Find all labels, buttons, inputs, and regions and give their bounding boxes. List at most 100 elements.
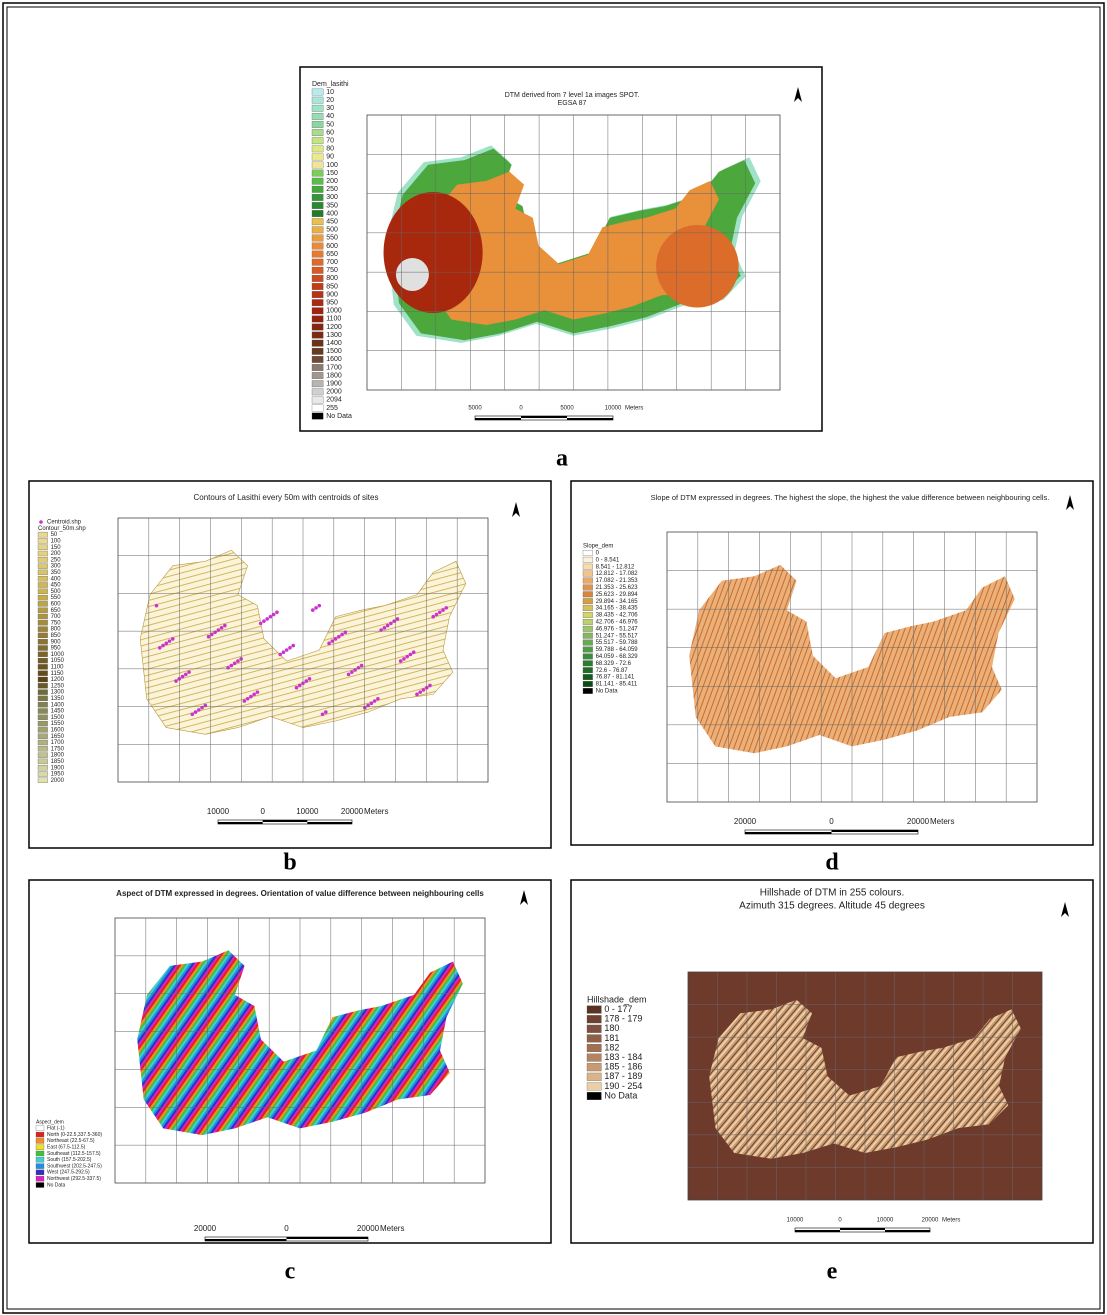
site-centroid (256, 690, 260, 694)
legend-label: 178 - 179 (604, 1014, 642, 1024)
legend-swatch (312, 121, 323, 127)
legend-swatch (312, 413, 323, 419)
legend-swatch (312, 113, 323, 119)
legend-label: 1600 (326, 356, 342, 363)
site-centroid (415, 693, 419, 697)
legend-label: 17.082 - 21.353 (596, 578, 639, 584)
legend-label: 200 (51, 551, 62, 557)
legend-swatch (38, 551, 48, 556)
scale-label: 20000 (907, 817, 930, 826)
legend-label: 1650 (51, 734, 65, 740)
legend-label: 2000 (326, 389, 342, 396)
site-centroid (177, 677, 181, 681)
legend-label: 190 - 254 (604, 1081, 642, 1091)
site-centroid (389, 622, 393, 626)
scale-label: 20000 (922, 1218, 939, 1224)
figure: DTM derived from 7 level 1a images SPOT.… (0, 0, 1107, 1315)
site-centroid (282, 650, 286, 654)
legend-label: 1950 (51, 772, 65, 778)
legend-swatch (312, 218, 323, 224)
site-centroid (396, 617, 400, 621)
legend-label: 68.329 - 72.6 (596, 661, 632, 667)
scale-segment (287, 1237, 369, 1239)
legend-swatch (312, 259, 323, 265)
legend-swatch (312, 251, 323, 257)
legend-label: 1200 (326, 324, 342, 331)
legend-label: 650 (326, 251, 338, 258)
legend-swatch (587, 1025, 601, 1033)
scale-unit: Meters (942, 1218, 960, 1224)
legend-label: 500 (51, 589, 62, 595)
scale-label: 5000 (468, 406, 482, 412)
legend-label: 1250 (51, 683, 65, 689)
legend-label: 50 (326, 121, 334, 128)
legend-swatch (312, 364, 323, 370)
panel-label: e (827, 1259, 838, 1285)
legend-label: 400 (326, 210, 338, 217)
legend-swatch (38, 595, 48, 600)
legend-label: 550 (51, 595, 62, 601)
legend-label: 1400 (51, 702, 65, 708)
site-centroid (181, 675, 185, 679)
scale-unit: Meters (364, 807, 388, 816)
legend-swatch (583, 633, 593, 639)
legend-swatch (36, 1164, 44, 1169)
legend-label: 2094 (326, 397, 342, 404)
panel-label: a (556, 446, 568, 472)
legend-label: 255 (326, 405, 338, 412)
panel-label: b (283, 850, 296, 876)
site-centroid (288, 646, 292, 650)
site-centroid (207, 635, 211, 639)
site-centroid (168, 639, 172, 643)
legend-label: 185 - 186 (604, 1062, 642, 1072)
site-centroid (223, 624, 227, 628)
legend-title: Contour_50m.shp (38, 526, 86, 532)
legend-swatch (312, 299, 323, 305)
legend-label: 10 (326, 89, 334, 96)
legend-swatch (38, 582, 48, 587)
legend-swatch (587, 1073, 601, 1081)
site-centroid (265, 617, 269, 621)
legend-label: 1100 (326, 316, 341, 323)
legend-swatch (583, 626, 593, 632)
legend-swatch (312, 332, 323, 338)
site-centroid (317, 604, 321, 608)
legend-label: Southeast (112.5-157.5) (47, 1151, 101, 1157)
legend-label: Southwest (202.5-247.5) (47, 1163, 102, 1169)
legend-swatch (587, 1006, 601, 1014)
site-centroid (233, 662, 237, 666)
legend-swatch (587, 1083, 601, 1091)
site-centroid (444, 606, 448, 610)
high-peak (384, 192, 483, 313)
legend-swatch (38, 759, 48, 764)
legend-swatch (38, 576, 48, 581)
legend-swatch (312, 227, 323, 233)
legend-swatch (583, 585, 593, 591)
legend-label: No Data (596, 688, 619, 694)
legend-swatch (38, 601, 48, 606)
legend-label: 90 (326, 154, 334, 161)
legend-swatch (312, 137, 323, 143)
legend-label: 70 (326, 138, 334, 145)
site-centroid (418, 690, 422, 694)
legend-swatch (38, 734, 48, 739)
site-centroid (350, 670, 354, 674)
site-centroid (194, 710, 198, 714)
legend-swatch (36, 1182, 44, 1187)
panel-frame (300, 67, 822, 431)
legend-swatch (583, 681, 593, 687)
legend-label: 180 (604, 1023, 619, 1033)
legend-swatch (38, 639, 48, 644)
legend-swatch (36, 1176, 44, 1181)
legend-label: 900 (51, 639, 62, 645)
site-centroid (386, 624, 390, 628)
scale-unit: Meters (625, 406, 643, 412)
legend-swatch (38, 627, 48, 632)
legend-label: Flat (-1) (47, 1126, 65, 1132)
site-centroid (347, 673, 351, 677)
panel-label: c (285, 1259, 296, 1285)
legend-swatch (312, 372, 323, 378)
legend-title: Dem_lasithi (312, 81, 349, 88)
legend-swatch (312, 170, 323, 176)
site-centroid (314, 606, 318, 610)
